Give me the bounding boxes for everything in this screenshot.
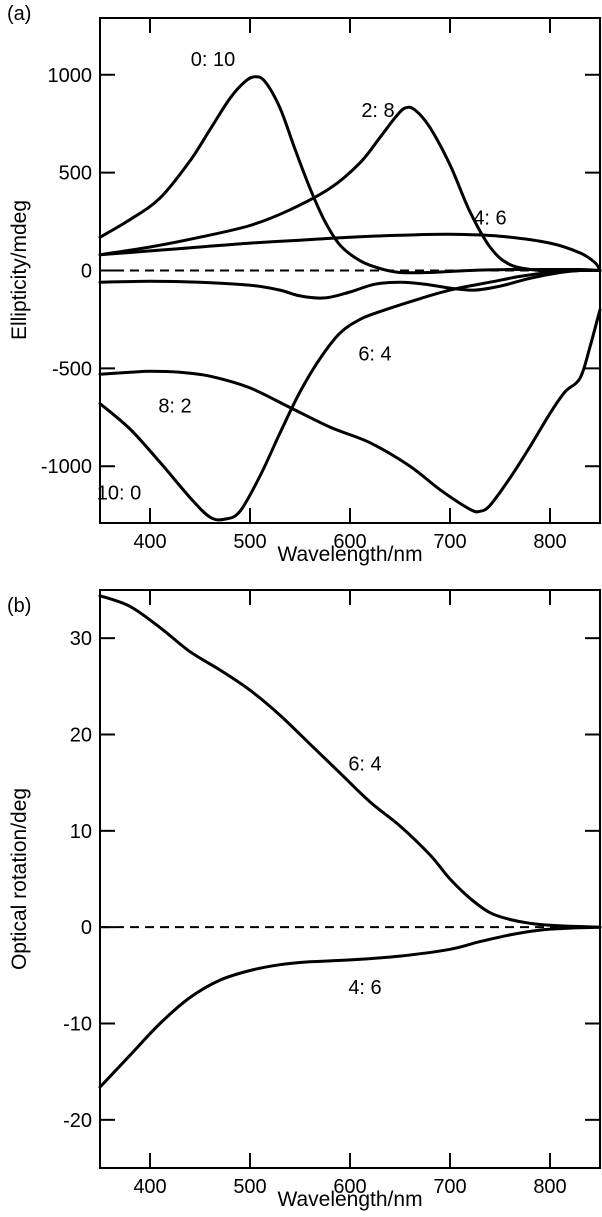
x-tick-label: 800 bbox=[533, 531, 566, 553]
y-tick-label: 20 bbox=[70, 725, 92, 747]
x-tick-label: 400 bbox=[133, 531, 166, 553]
series-annotation: 4: 6 bbox=[348, 977, 381, 999]
series-line-5 bbox=[98, 268, 602, 522]
series-line-1 bbox=[98, 105, 602, 273]
series-line-3 bbox=[98, 268, 602, 300]
series-annotation: 2: 8 bbox=[361, 100, 394, 122]
y-tick-label: 500 bbox=[59, 163, 92, 185]
y-axis-label: Optical rotation/deg bbox=[8, 788, 31, 970]
x-tick-label: 500 bbox=[233, 531, 266, 553]
x-axis-label: Wavelength/nm bbox=[277, 1188, 422, 1211]
plot-frame bbox=[99, 589, 601, 1169]
series-annotation: 6: 4 bbox=[358, 344, 391, 366]
y-tick-label: -10 bbox=[63, 1014, 92, 1036]
series-line-4 bbox=[98, 308, 602, 514]
panel-label: (b) bbox=[7, 595, 31, 617]
y-tick-label: 30 bbox=[70, 628, 92, 650]
series-line-0 bbox=[98, 75, 602, 275]
series-annotation: 4: 6 bbox=[473, 208, 506, 230]
x-tick-label: 600 bbox=[333, 531, 366, 553]
series-line-2 bbox=[98, 232, 602, 272]
y-axis-label: Ellipticity/mdeg bbox=[8, 200, 31, 340]
series-line-1 bbox=[98, 925, 602, 1089]
y-tick-label: -20 bbox=[63, 1110, 92, 1132]
series-annotation: 8: 2 bbox=[158, 396, 191, 418]
x-tick-label: 700 bbox=[433, 531, 466, 553]
series-annotation: 6: 4 bbox=[348, 753, 381, 775]
y-tick-label: 0 bbox=[81, 917, 92, 939]
x-tick-label: 400 bbox=[133, 1176, 166, 1198]
series-annotation: 10: 0 bbox=[97, 483, 141, 505]
y-tick-label: -500 bbox=[52, 358, 92, 380]
panel-b: 400 500 600 700 800 30 20 10 0 -10 -20 Wavelength/n… bbox=[7, 589, 602, 1211]
y-tick-label: -1000 bbox=[41, 456, 92, 478]
x-axis-label: Wavelength/nm bbox=[277, 543, 422, 566]
panel-label: (a) bbox=[7, 3, 31, 25]
y-tick-label: 0 bbox=[81, 261, 92, 283]
x-tick-label: 800 bbox=[533, 1176, 566, 1198]
x-tick-label: 700 bbox=[433, 1176, 466, 1198]
y-tick-label: 10 bbox=[70, 821, 92, 843]
series-line-0 bbox=[98, 594, 602, 929]
series-annotation: 0: 10 bbox=[191, 49, 235, 71]
x-tick-label: 600 bbox=[333, 1176, 366, 1198]
y-tick-label: 1000 bbox=[48, 65, 93, 87]
x-tick-label: 500 bbox=[233, 1176, 266, 1198]
panel-a: 400 500 600 700 800 1000 500 0 -500 -1000 Waveleng… bbox=[7, 3, 602, 566]
